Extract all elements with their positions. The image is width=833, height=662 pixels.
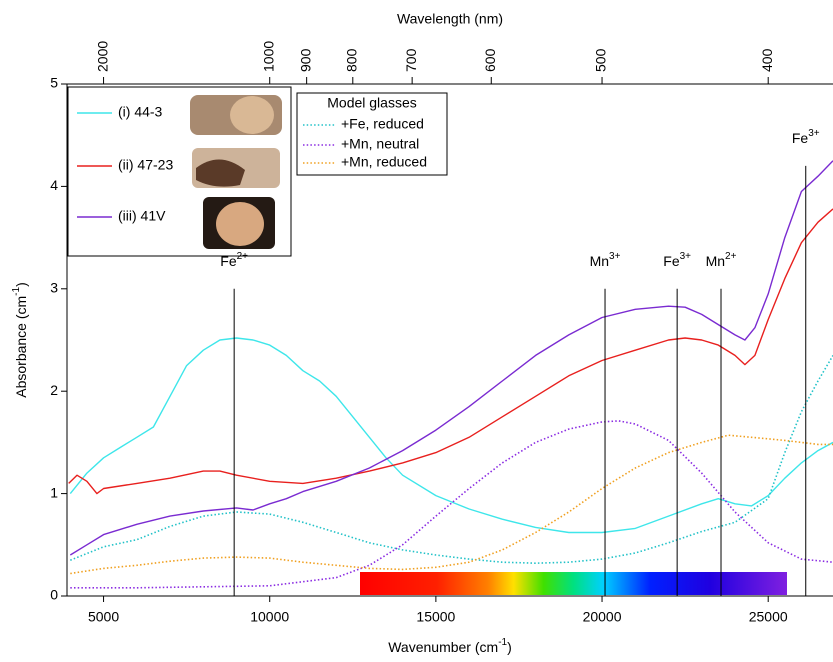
- annotation-text: Fe: [220, 253, 237, 269]
- x-tick-label: 20000: [583, 609, 622, 625]
- x2-tick-label: 600: [482, 48, 498, 72]
- y-axis-title-text: ): [13, 282, 29, 287]
- x-tick-label: 5000: [88, 609, 119, 625]
- annotation-text: Mn: [590, 253, 609, 269]
- x2-axis-title: Wavelength (nm): [397, 11, 503, 27]
- legend-title: Model glasses: [327, 95, 417, 111]
- x-tick-label: 25000: [749, 609, 788, 625]
- x-axis-title: Wavenumber (cm-1): [388, 637, 512, 655]
- y-tick-label: 3: [50, 280, 58, 296]
- y-tick-label: 0: [50, 587, 58, 603]
- annotation-text: Mn: [706, 253, 725, 269]
- y-axis-title-text: Absorbance (cm: [13, 296, 29, 398]
- x-tick-label: 15000: [416, 609, 455, 625]
- x2-tick-label: 2000: [94, 41, 110, 72]
- y-tick-label: 4: [50, 177, 58, 193]
- legend-label: +Fe, reduced: [341, 116, 424, 132]
- annotation-sup: 2+: [725, 250, 737, 261]
- series-line: [69, 337, 833, 534]
- x-axis-title-text: Wavenumber (cm: [388, 639, 498, 655]
- y-axis-title-sup: -1: [11, 286, 22, 295]
- y-tick-label: 2: [50, 382, 58, 398]
- x2-tick-label: 800: [343, 48, 359, 72]
- x2-tick-label: 900: [297, 48, 313, 72]
- x-tick-label: 10000: [250, 609, 289, 625]
- legend-label: (i) 44-3: [118, 104, 163, 120]
- annotation-sup: 3+: [609, 250, 621, 261]
- plot-area: [68, 160, 833, 589]
- series-line: [70, 354, 833, 564]
- annotation-sup: 2+: [237, 250, 249, 261]
- annotation-label: Fe2+: [220, 250, 248, 268]
- y-axis-title: Absorbance (cm-1): [11, 282, 29, 398]
- thumbnail: [216, 202, 264, 246]
- legend-label: +Mn, reduced: [341, 154, 427, 170]
- spectrum-bar: [360, 572, 787, 595]
- x2-tick-label: 400: [759, 48, 775, 72]
- series-line: [68, 208, 833, 495]
- annotation-text: Fe: [663, 253, 680, 269]
- x2-tick-label: 500: [593, 48, 609, 72]
- annotation-sup: 3+: [680, 250, 692, 261]
- annotation-label: Mn2+: [706, 250, 737, 268]
- legend-box: [296, 92, 448, 176]
- x2-tick-label: 1000: [260, 41, 276, 72]
- annotation-label: Fe3+: [663, 250, 691, 268]
- x-axis-title-text: ): [507, 639, 512, 655]
- series-line: [70, 434, 833, 575]
- legend-label: +Mn, neutral: [341, 136, 419, 152]
- series-line: [70, 420, 833, 589]
- series-line: [69, 160, 833, 556]
- annotation-sup: 3+: [808, 128, 820, 139]
- thumbnail: [196, 159, 245, 187]
- annotation-label: Mn3+: [590, 250, 621, 268]
- x2-tick-label: 700: [403, 48, 419, 72]
- y-tick-label: 5: [50, 75, 58, 91]
- annotation-label: Fe3+: [792, 128, 820, 146]
- legend-label: (ii) 47-23: [118, 157, 173, 173]
- y-tick-label: 1: [50, 484, 58, 500]
- legend-label: (iii) 41V: [118, 208, 166, 224]
- annotation-text: Fe: [792, 130, 809, 146]
- thumbnail: [230, 96, 274, 134]
- x-axis-title-sup: -1: [498, 637, 507, 648]
- thumbnails: [190, 95, 282, 249]
